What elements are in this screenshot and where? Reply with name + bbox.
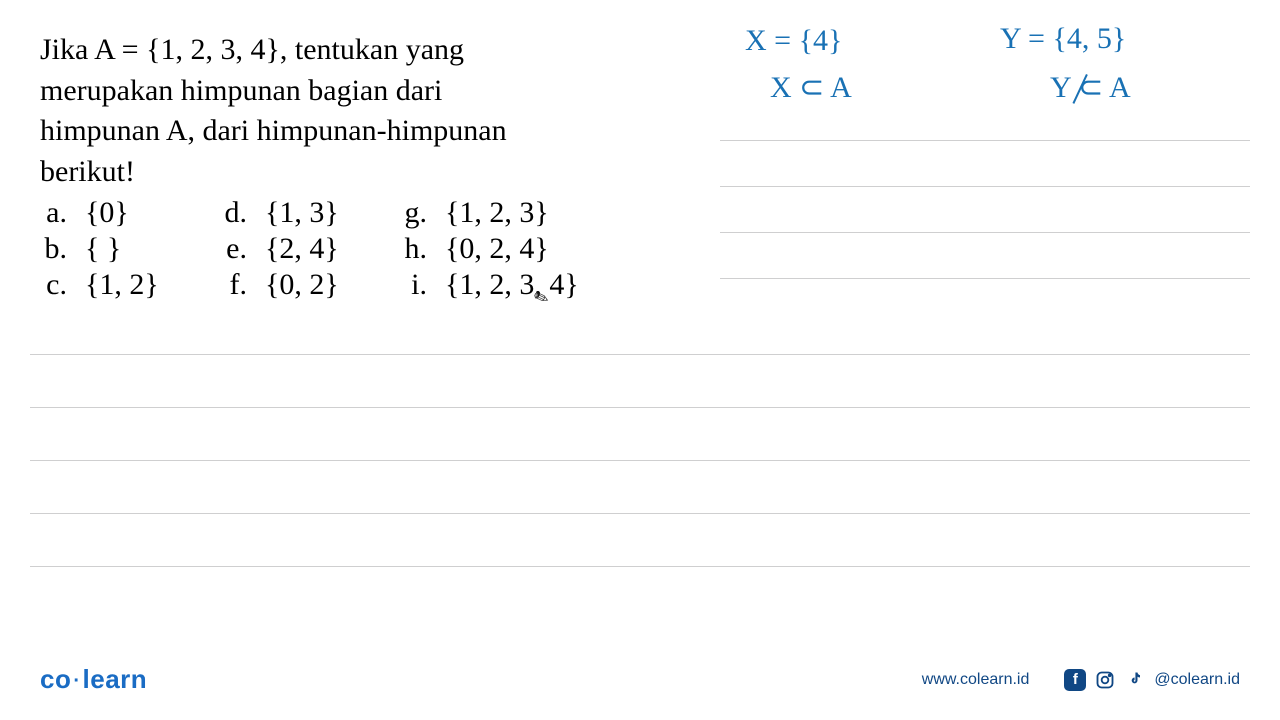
option-letter: i. [400, 268, 445, 302]
option-letter: g. [400, 196, 445, 230]
option-letter: d. [220, 196, 265, 230]
option-value: {1, 2} [85, 268, 190, 302]
ruled-lines-partial [720, 140, 1250, 324]
option-a: a. {0} [40, 196, 190, 230]
problem-line-4: berikut! [40, 152, 660, 193]
ruled-line [720, 140, 1250, 141]
option-i: i. {1, 2, 3, 4} [400, 268, 625, 302]
option-value: { } [85, 232, 190, 266]
option-value: {1, 2, 3} [445, 196, 625, 230]
option-value: {1, 3} [265, 196, 370, 230]
option-d: d. {1, 3} [220, 196, 370, 230]
option-g: g. {1, 2, 3} [400, 196, 625, 230]
ruled-line [30, 354, 1250, 355]
ruled-line [720, 186, 1250, 187]
option-value: {0} [85, 196, 190, 230]
option-value: {0, 2} [265, 268, 370, 302]
social-handle-group: f @colearn.id [1064, 669, 1240, 691]
option-column-3: g. {1, 2, 3} h. {0, 2, 4} i. {1, 2, 3, 4… [400, 196, 625, 302]
option-letter: a. [40, 196, 85, 230]
facebook-icon: f [1064, 669, 1086, 691]
option-column-1: a. {0} b. { } c. {1, 2} [40, 196, 190, 302]
option-h: h. {0, 2, 4} [400, 232, 625, 266]
ruled-line [30, 566, 1250, 567]
option-value: {2, 4} [265, 232, 370, 266]
handwritten-y-not-subset-a: Y ⊂ A [1050, 70, 1131, 105]
problem-line-2: merupakan himpunan bagian dari [40, 71, 660, 112]
hw-text: X [770, 71, 799, 104]
option-letter: h. [400, 232, 445, 266]
footer-right: www.colearn.id f @colearn.id [922, 669, 1240, 691]
logo-part-learn: learn [83, 664, 148, 694]
ruled-line [30, 407, 1250, 408]
logo-dot-icon: · [71, 670, 82, 692]
problem-statement: Jika A = {1, 2, 3, 4}, tentukan yang mer… [40, 30, 660, 192]
handwritten-y-equals: Y = {4, 5} [1000, 22, 1126, 56]
subset-icon: ⊂ [799, 71, 824, 104]
not-subset-icon: ⊂ [1078, 70, 1103, 105]
colearn-logo: co·learn [40, 664, 147, 695]
option-letter: b. [40, 232, 85, 266]
handwritten-x-subset-a: X ⊂ A [770, 70, 852, 105]
social-handle: @colearn.id [1154, 671, 1240, 689]
ruled-line [720, 232, 1250, 233]
option-f: f. {0, 2} [220, 268, 370, 302]
option-letter: e. [220, 232, 265, 266]
problem-line-3: himpunan A, dari himpunan-himpunan [40, 111, 660, 152]
logo-part-co: co [40, 664, 71, 694]
instagram-icon [1094, 669, 1116, 691]
handwritten-x-equals: X = {4} [745, 24, 842, 58]
option-e: e. {2, 4} [220, 232, 370, 266]
footer: co·learn www.colearn.id f @colearn.id [0, 664, 1280, 695]
ruled-line [30, 513, 1250, 514]
hw-text: A [824, 71, 852, 104]
tiktok-icon [1124, 669, 1146, 691]
hw-text: A [1103, 71, 1131, 104]
ruled-line [720, 278, 1250, 279]
website-url: www.colearn.id [922, 671, 1030, 689]
option-letter: f. [220, 268, 265, 302]
option-b: b. { } [40, 232, 190, 266]
problem-line-1: Jika A = {1, 2, 3, 4}, tentukan yang [40, 30, 660, 71]
option-column-2: d. {1, 3} e. {2, 4} f. {0, 2} [220, 196, 370, 302]
option-value: {0, 2, 4} [445, 232, 625, 266]
ruled-line [30, 460, 1250, 461]
option-c: c. {1, 2} [40, 268, 190, 302]
ruled-lines-full [30, 354, 1250, 619]
option-letter: c. [40, 268, 85, 302]
